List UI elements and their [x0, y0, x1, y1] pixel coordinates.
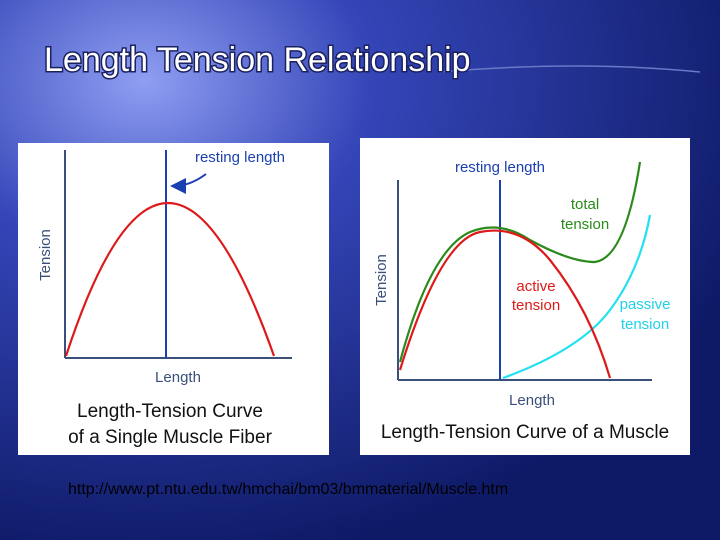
figure-muscle: resting length total tension active tens… — [360, 138, 690, 455]
x-label: Length — [155, 369, 201, 386]
caption: of a Single Muscle Fiber — [68, 427, 272, 448]
slide-title: Length Tension Relationship — [44, 41, 471, 79]
active-curve — [398, 229, 612, 379]
curve-label: active — [516, 278, 555, 295]
decor-line — [439, 65, 701, 73]
curve-label: passive — [620, 296, 671, 313]
tension-curve — [64, 202, 276, 357]
x-label: Length — [509, 392, 555, 409]
total-curve — [398, 161, 642, 363]
resting-label: resting length — [195, 149, 285, 166]
panel — [18, 143, 329, 455]
caption: Length-Tension Curve of a Muscle — [381, 422, 669, 443]
source-url: http://www.pt.ntu.edu.tw/hmchai/bm03/bmm… — [68, 481, 508, 498]
y-label: Tension — [37, 229, 54, 281]
resting-label: resting length — [455, 159, 545, 176]
caption: Length-Tension Curve — [77, 401, 263, 422]
curve-label: tension — [621, 316, 669, 333]
figure-fiber: resting length Tension Length Length-Ten… — [18, 143, 329, 455]
y-label: Tension — [373, 254, 390, 306]
passive-curve — [502, 214, 652, 380]
curve-label: total — [571, 196, 599, 213]
curve-label: tension — [561, 216, 609, 233]
curve-label: tension — [512, 297, 560, 314]
arrow — [170, 173, 207, 194]
